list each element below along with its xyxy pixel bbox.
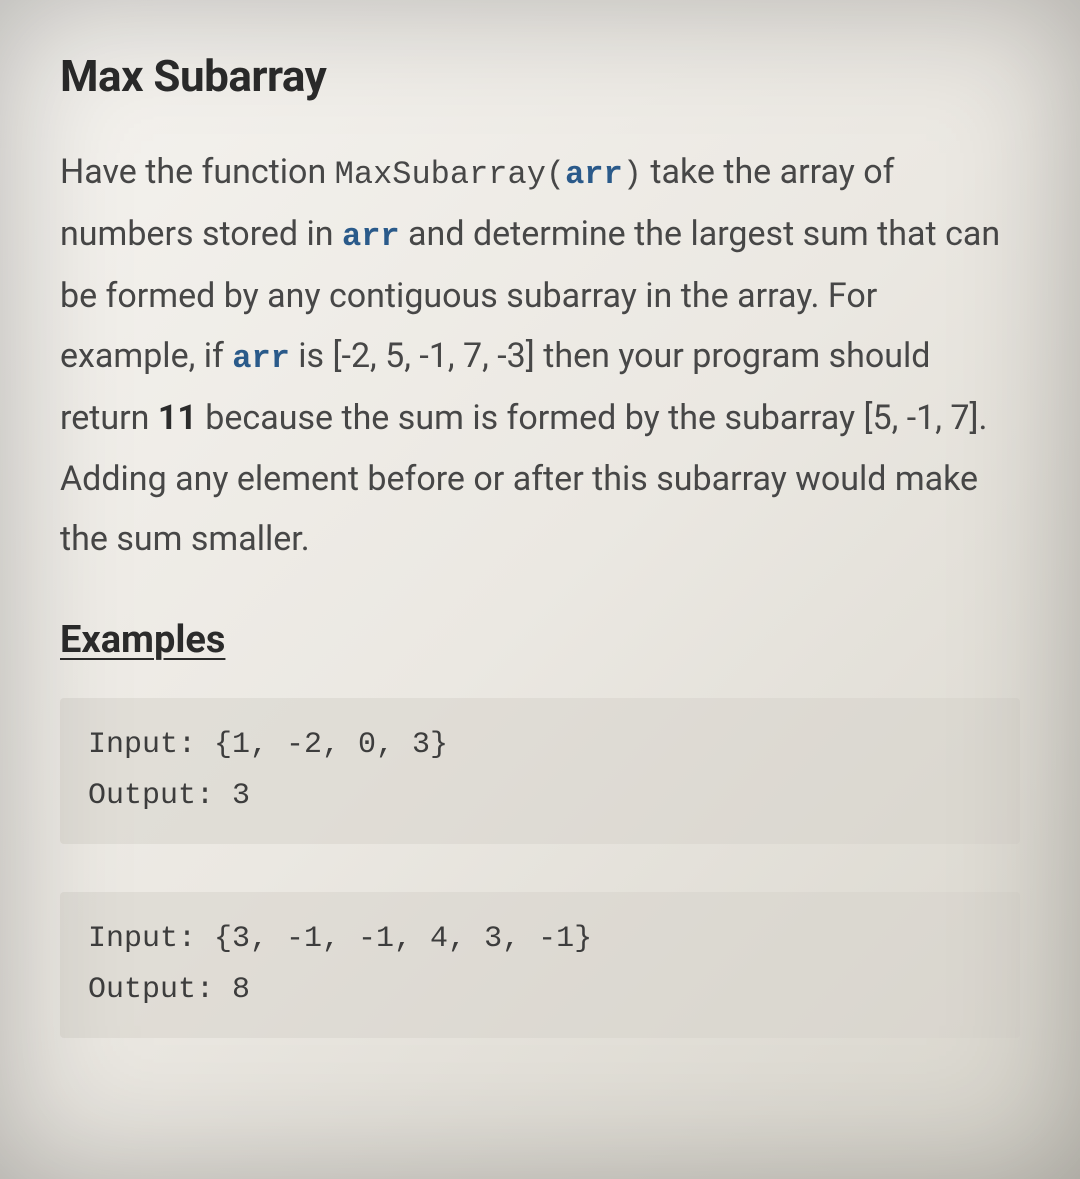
example-input: Input: {3, -1, -1, 4, 3, -1} (88, 914, 992, 965)
desc-text: Have the function (60, 152, 335, 192)
example-output: Output: 3 (88, 771, 992, 822)
example-block: Input: {1, -2, 0, 3} Output: 3 (60, 698, 1020, 844)
problem-description: Have the function MaxSubarray(arr) take … (60, 142, 1020, 570)
paren-close: ) (623, 156, 642, 193)
example-input: Input: {1, -2, 0, 3} (88, 720, 992, 771)
example-output: Output: 8 (88, 965, 992, 1016)
result-bold: 11 (158, 398, 197, 438)
desc-text: because the sum is formed by the subarra… (60, 398, 987, 559)
func-name: MaxSubarray (335, 156, 546, 193)
page-title: Max Subarray (60, 50, 1020, 102)
arr-ref: arr (232, 340, 290, 377)
paren-open: ( (546, 156, 565, 193)
arr-ref: arr (342, 218, 400, 255)
func-arg: arr (565, 156, 623, 193)
examples-heading: Examples (60, 618, 1020, 662)
example-block: Input: {3, -1, -1, 4, 3, -1} Output: 8 (60, 892, 1020, 1038)
